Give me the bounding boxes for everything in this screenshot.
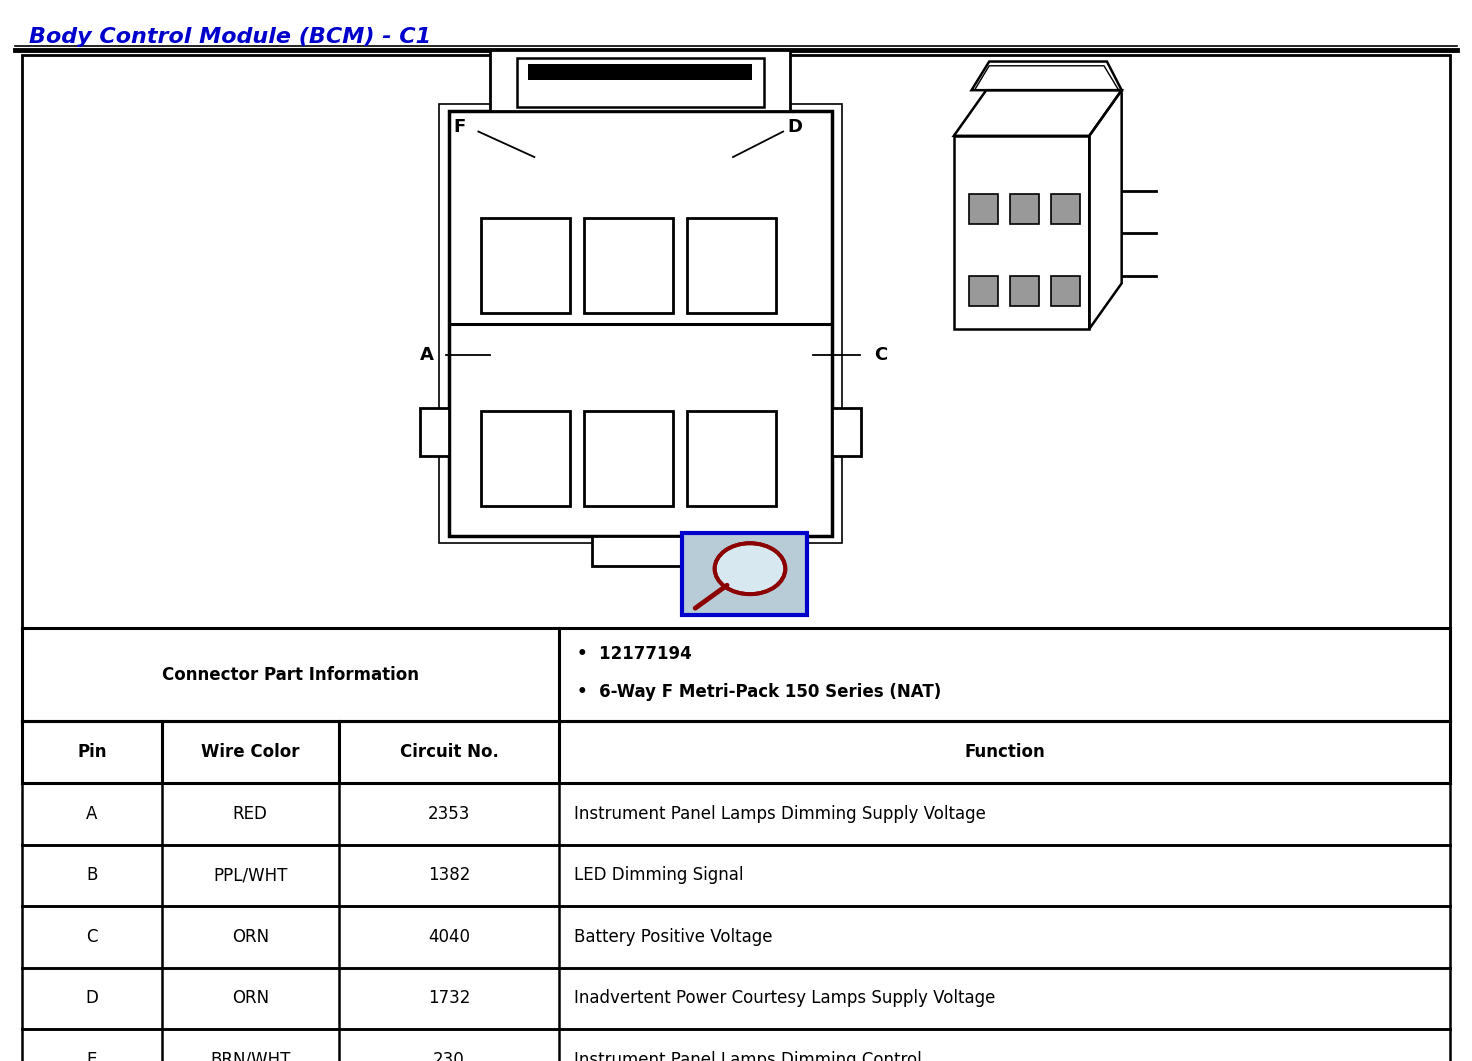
Bar xyxy=(420,408,449,456)
Bar xyxy=(439,104,842,543)
Text: Body Control Module (BCM) - C1: Body Control Module (BCM) - C1 xyxy=(29,27,431,47)
Text: B: B xyxy=(87,867,97,884)
Circle shape xyxy=(715,543,786,594)
Text: D: D xyxy=(85,990,99,1007)
Text: 4040: 4040 xyxy=(428,928,470,945)
Bar xyxy=(584,218,673,313)
Text: Wire Color: Wire Color xyxy=(202,744,299,761)
Text: BRN/WHT: BRN/WHT xyxy=(210,1051,290,1061)
Bar xyxy=(592,536,687,566)
Bar xyxy=(1051,194,1080,224)
Text: F: F xyxy=(453,119,465,136)
Bar xyxy=(481,411,570,506)
Text: ORN: ORN xyxy=(231,990,269,1007)
Bar xyxy=(490,50,790,111)
Bar xyxy=(528,64,752,80)
Text: Pin: Pin xyxy=(77,744,107,761)
Bar xyxy=(969,276,998,306)
Bar xyxy=(1051,276,1080,306)
Text: Instrument Panel Lamps Dimming Supply Voltage: Instrument Panel Lamps Dimming Supply Vo… xyxy=(574,805,986,822)
Text: •  6-Way F Metri-Pack 150 Series (NAT): • 6-Way F Metri-Pack 150 Series (NAT) xyxy=(577,683,941,700)
Text: PPL/WHT: PPL/WHT xyxy=(213,867,287,884)
Text: 1382: 1382 xyxy=(428,867,470,884)
Text: Connector Part Information: Connector Part Information xyxy=(162,666,420,683)
Text: LED Dimming Signal: LED Dimming Signal xyxy=(574,867,743,884)
Text: Inadvertent Power Courtesy Lamps Supply Voltage: Inadvertent Power Courtesy Lamps Supply … xyxy=(574,990,995,1007)
Bar xyxy=(584,411,673,506)
Text: RED: RED xyxy=(233,805,268,822)
Text: ORN: ORN xyxy=(231,928,269,945)
Text: C: C xyxy=(873,347,888,364)
Bar xyxy=(1010,194,1039,224)
Bar xyxy=(1010,276,1039,306)
Bar xyxy=(687,218,776,313)
Text: C: C xyxy=(87,928,97,945)
Text: Instrument Panel Lamps Dimming Control: Instrument Panel Lamps Dimming Control xyxy=(574,1051,921,1061)
Text: Function: Function xyxy=(964,744,1045,761)
Text: Battery Positive Voltage: Battery Positive Voltage xyxy=(574,928,773,945)
Text: Circuit No.: Circuit No. xyxy=(399,744,499,761)
Bar xyxy=(969,194,998,224)
Bar xyxy=(449,111,832,536)
Text: 230: 230 xyxy=(433,1051,465,1061)
Text: A: A xyxy=(420,347,434,364)
Text: 2353: 2353 xyxy=(428,805,470,822)
Text: •  12177194: • 12177194 xyxy=(577,645,692,662)
Bar xyxy=(682,533,807,615)
Text: A: A xyxy=(87,805,97,822)
Bar xyxy=(22,55,1450,628)
Bar xyxy=(517,58,764,107)
Bar xyxy=(481,218,570,313)
Bar xyxy=(832,408,861,456)
Bar xyxy=(687,411,776,506)
Text: E: E xyxy=(87,1051,97,1061)
Text: 1732: 1732 xyxy=(428,990,470,1007)
Text: D: D xyxy=(788,119,802,136)
